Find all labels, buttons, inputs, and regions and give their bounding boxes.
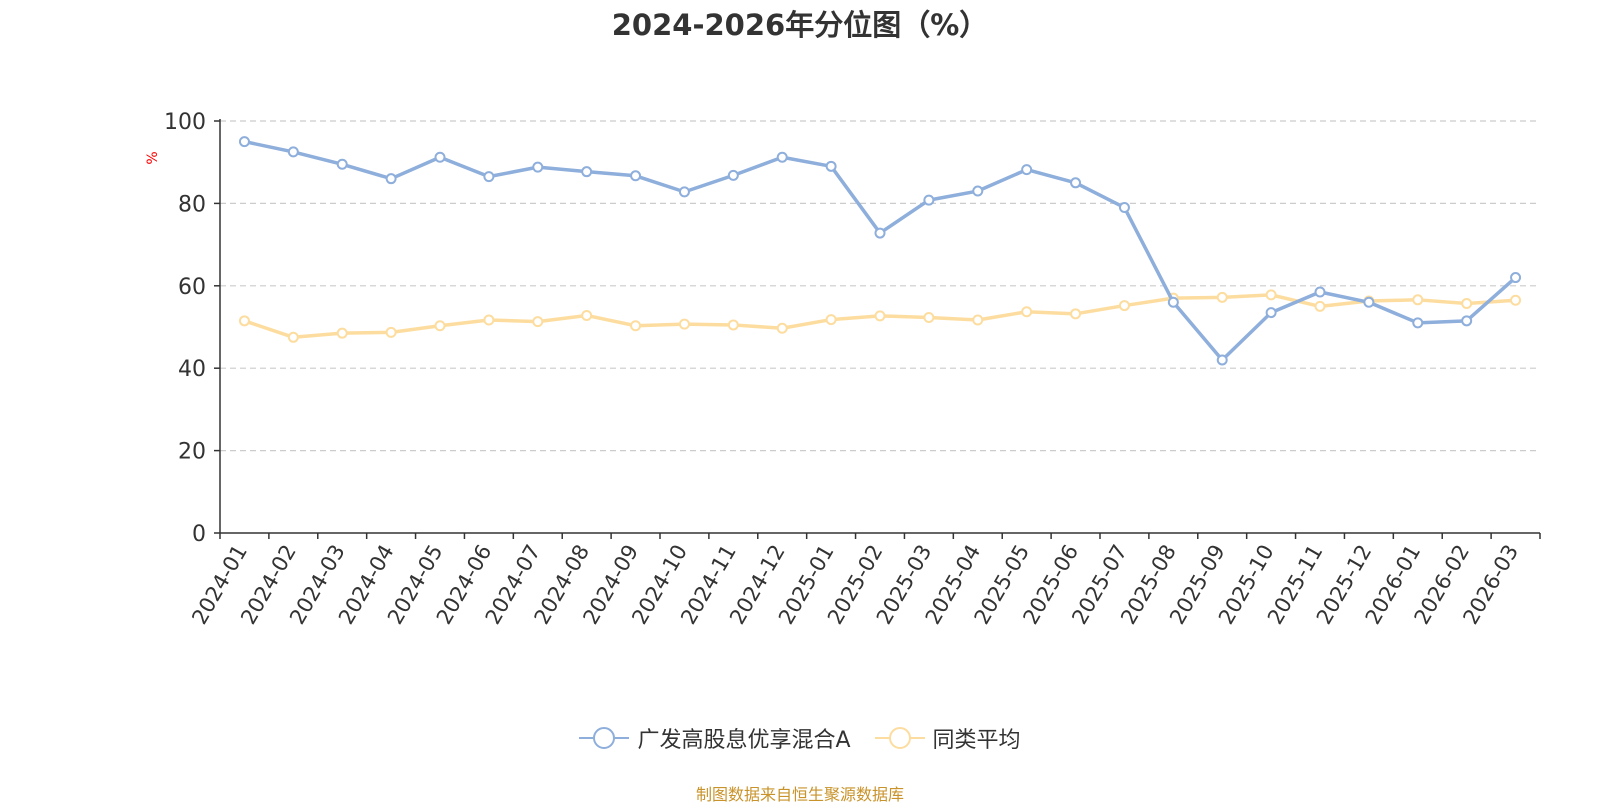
series-2-point-2025-01 (825, 314, 837, 326)
series-1-point-2025-03 (923, 194, 935, 206)
series-2-point-2024-08 (581, 309, 593, 321)
series-1-point-2025-05 (1021, 164, 1033, 176)
series-2-point-2025-04 (972, 314, 984, 326)
y-tick-label-80: 80 (178, 192, 206, 217)
series-2-point-2025-05 (1021, 306, 1033, 318)
series-1-point-2024-07 (532, 161, 544, 173)
series-2-point-2024-10 (678, 318, 690, 330)
series-2-point-2024-03 (336, 327, 348, 339)
series-2-point-2024-06 (483, 314, 495, 326)
series-2-point-2024-07 (532, 316, 544, 328)
series-1-point-2025-07 (1118, 202, 1130, 214)
series-1-point-2024-09 (630, 170, 642, 182)
series-2-point-2025-06 (1070, 308, 1082, 320)
series-2-point-2025-07 (1118, 300, 1130, 312)
legend-marker-series-1 (579, 727, 630, 749)
series-2-point-2025-09 (1216, 291, 1228, 303)
series-2 (238, 289, 1522, 343)
series-2-point-2026-01 (1412, 294, 1424, 306)
series-1-point-2025-06 (1070, 177, 1082, 189)
series-1-point-2024-04 (385, 173, 397, 185)
chart-title: 2024-2026年分位图（%） (611, 8, 989, 42)
series-1-point-2024-11 (727, 169, 739, 181)
y-tick-label-0: 0 (192, 522, 206, 547)
series-2-point-2024-05 (434, 320, 446, 332)
y-tick-label-40: 40 (178, 357, 206, 382)
y-tick-label-20: 20 (178, 440, 206, 465)
series-2-point-2026-03 (1510, 294, 1522, 306)
series-2-point-2024-12 (776, 322, 788, 334)
y-tick-label-60: 60 (178, 275, 206, 300)
series-1-point-2024-12 (776, 151, 788, 163)
legend-label-series-1: 广发高股息优享混合A (637, 728, 851, 753)
series-1-point-2025-01 (825, 160, 837, 172)
y-tick-label-100: 100 (164, 110, 206, 135)
y-axis-label: % (145, 151, 161, 164)
series-1-point-2025-11 (1314, 286, 1326, 298)
series-1-point-2024-06 (483, 171, 495, 183)
series-1-point-2025-08 (1167, 296, 1179, 308)
source-note: 制图数据来自恒生聚源数据库 (695, 785, 904, 804)
series-2-point-2024-02 (287, 331, 299, 343)
series-2-point-2024-04 (385, 326, 397, 338)
legend-item-series-2[interactable]: 同类平均 (874, 722, 1021, 754)
series-1-point-2025-02 (874, 227, 886, 239)
series-1-point-2026-02 (1461, 315, 1473, 327)
series-1-point-2024-08 (581, 166, 593, 178)
series-1 (238, 136, 1522, 366)
grid-lines (220, 120, 1540, 452)
series-2-point-2024-01 (238, 315, 250, 327)
series-1-point-2025-12 (1363, 296, 1375, 308)
legend-marker-series-2 (874, 727, 925, 749)
series-2-point-2024-11 (727, 319, 739, 331)
legend: 广发高股息优享混合A 同类平均 (0, 722, 1600, 754)
series-1-point-2026-03 (1510, 272, 1522, 284)
series-1-point-2025-04 (972, 185, 984, 197)
series-2-point-2025-10 (1265, 289, 1277, 301)
series-1-point-2024-10 (678, 186, 690, 198)
axes: 0204060801002024-012024-022024-032024-04… (164, 110, 1541, 628)
series-1-point-2025-09 (1216, 354, 1228, 366)
series-1-point-2024-05 (434, 151, 446, 163)
series-1-point-2026-01 (1412, 317, 1424, 329)
series-1-point-2024-02 (287, 146, 299, 158)
series-1-point-2024-03 (336, 158, 348, 170)
legend-item-series-1[interactable]: 广发高股息优享混合A (579, 722, 851, 754)
series-2-point-2026-02 (1461, 298, 1473, 310)
series-2-point-2025-11 (1314, 300, 1326, 312)
series-2-point-2025-03 (923, 312, 935, 324)
series-1-point-2025-10 (1265, 307, 1277, 319)
series-2-point-2025-02 (874, 310, 886, 322)
series-1-point-2024-01 (238, 136, 250, 148)
series-2-point-2024-09 (630, 320, 642, 332)
series (238, 136, 1522, 366)
legend-label-series-2: 同类平均 (932, 728, 1021, 753)
